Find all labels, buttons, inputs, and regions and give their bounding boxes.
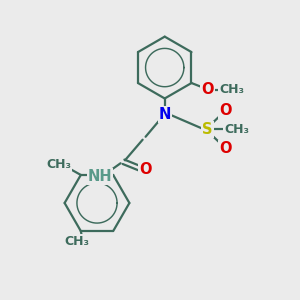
Text: NH: NH — [88, 169, 112, 184]
Text: CH₃: CH₃ — [219, 83, 244, 96]
Text: S: S — [202, 122, 213, 137]
Text: O: O — [219, 103, 231, 118]
Text: N: N — [158, 107, 171, 122]
Text: O: O — [201, 82, 214, 97]
Text: CH₃: CH₃ — [64, 235, 89, 248]
Text: CH₃: CH₃ — [224, 123, 249, 136]
Text: O: O — [219, 141, 231, 156]
Text: O: O — [139, 162, 152, 177]
Text: CH₃: CH₃ — [46, 158, 71, 171]
